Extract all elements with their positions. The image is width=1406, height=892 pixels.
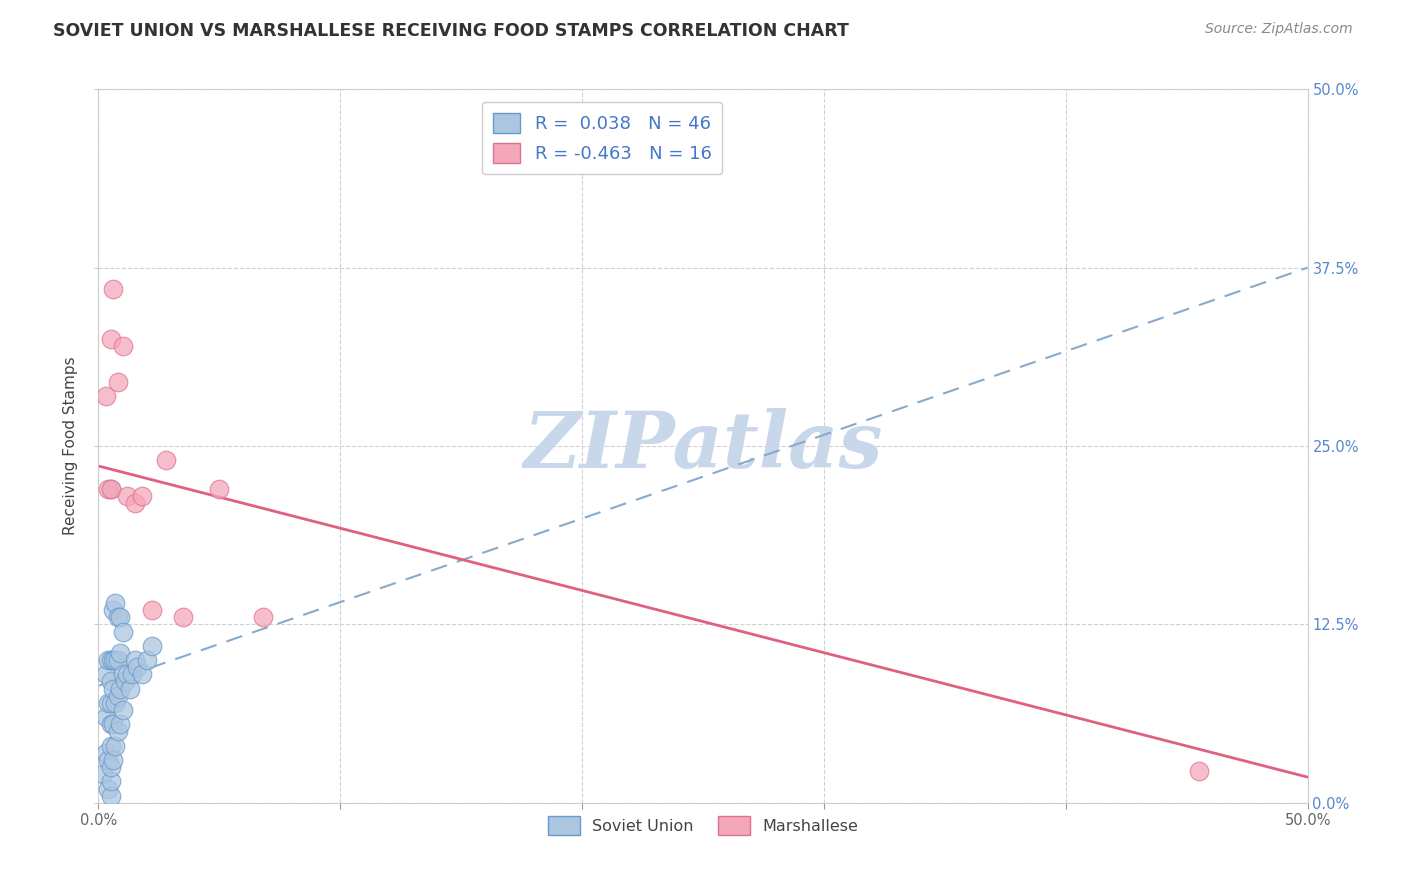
Point (97, 482, 120, 496)
Point (101, 282, 124, 296)
Point (252, 610, 274, 624)
Point (107, 375, 129, 389)
Text: ZIPatlas: ZIPatlas (523, 408, 883, 484)
Point (101, 681, 124, 696)
Point (118, 681, 141, 696)
Point (111, 703, 134, 717)
Point (104, 596, 127, 610)
Point (100, 717, 122, 731)
Point (100, 482, 122, 496)
Point (101, 717, 124, 731)
Point (100, 696, 122, 710)
Point (94, 389, 117, 403)
Point (108, 610, 131, 624)
Point (100, 739, 122, 753)
Legend: Soviet Union, Marshallese: Soviet Union, Marshallese (541, 810, 865, 841)
Point (104, 696, 127, 710)
Text: SOVIET UNION VS MARSHALLESE RECEIVING FOOD STAMPS CORRELATION CHART: SOVIET UNION VS MARSHALLESE RECEIVING FO… (53, 22, 849, 40)
Point (97, 753, 120, 767)
Point (155, 453, 177, 467)
Point (111, 339, 134, 353)
Point (97, 781, 120, 796)
Point (94, 710, 117, 724)
Point (124, 653, 146, 667)
Point (208, 482, 231, 496)
Point (94, 667, 117, 681)
Point (114, 674, 136, 689)
Point (117, 667, 139, 681)
Point (172, 610, 194, 624)
Y-axis label: Receiving Food Stamps: Receiving Food Stamps (63, 357, 79, 535)
Point (94, 746, 117, 760)
Point (97, 653, 120, 667)
Point (111, 624, 134, 639)
Point (100, 789, 122, 803)
Point (117, 489, 139, 503)
Point (107, 653, 129, 667)
Point (107, 610, 129, 624)
Point (91, 767, 114, 781)
Point (1188, 764, 1211, 779)
Point (141, 639, 163, 653)
Point (104, 739, 127, 753)
Text: Source: ZipAtlas.com: Source: ZipAtlas.com (1205, 22, 1353, 37)
Point (121, 667, 143, 681)
Point (100, 332, 122, 346)
Point (127, 660, 149, 674)
Point (101, 753, 124, 767)
Point (108, 681, 131, 696)
Point (135, 653, 157, 667)
Point (100, 653, 122, 667)
Point (141, 603, 163, 617)
Point (97, 696, 120, 710)
Point (131, 489, 153, 503)
Point (101, 653, 124, 667)
Point (100, 674, 122, 689)
Point (124, 496, 146, 510)
Point (107, 724, 129, 739)
Point (131, 667, 153, 681)
Point (100, 760, 122, 774)
Point (100, 482, 122, 496)
Point (108, 646, 131, 660)
Point (100, 774, 122, 789)
Point (101, 603, 124, 617)
Point (107, 689, 129, 703)
Point (108, 717, 131, 731)
Point (104, 653, 127, 667)
Point (111, 667, 134, 681)
